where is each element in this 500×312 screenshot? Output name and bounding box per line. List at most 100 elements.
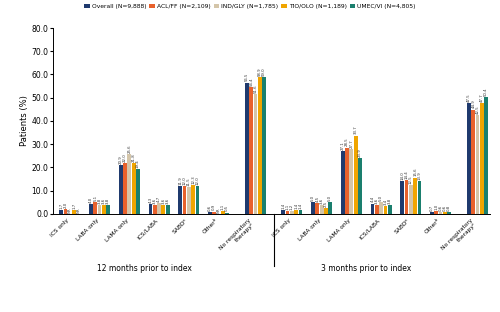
Bar — [370, 203, 374, 214]
Text: 5.0: 5.0 — [311, 195, 315, 201]
Bar — [187, 187, 190, 214]
Text: NR: NR — [76, 207, 80, 212]
Bar — [258, 77, 262, 214]
Text: 59.0: 59.0 — [262, 67, 266, 76]
Text: 1.7: 1.7 — [60, 202, 64, 209]
Bar — [311, 202, 315, 214]
Bar — [102, 205, 106, 214]
Bar — [341, 151, 344, 214]
Bar — [221, 211, 224, 214]
Text: 1.0: 1.0 — [434, 204, 438, 210]
Bar — [245, 83, 249, 214]
Bar — [64, 209, 68, 214]
Bar — [191, 185, 195, 214]
Text: LAMA only: LAMA only — [104, 218, 130, 243]
Bar — [153, 205, 156, 214]
Bar — [324, 208, 328, 214]
Text: 20.9: 20.9 — [118, 155, 122, 164]
Text: 0.8: 0.8 — [447, 204, 451, 211]
Bar — [254, 94, 258, 214]
Text: LAMA only: LAMA only — [326, 218, 351, 243]
Text: ICS/LABA: ICS/LABA — [136, 218, 159, 241]
Text: 28.5: 28.5 — [345, 138, 349, 146]
Text: SABDᵃ: SABDᵃ — [172, 218, 189, 235]
Text: 3.6: 3.6 — [166, 198, 170, 204]
Text: ICS/LABA: ICS/LABA — [358, 218, 381, 241]
Text: 15.6: 15.6 — [413, 168, 417, 176]
Text: 33.7: 33.7 — [354, 126, 358, 134]
Text: 1.4: 1.4 — [298, 203, 302, 209]
Text: 12.3: 12.3 — [191, 175, 195, 184]
Text: 14.0: 14.0 — [400, 171, 404, 180]
Text: 12.5: 12.5 — [409, 175, 413, 183]
Text: 47.5: 47.5 — [467, 94, 471, 102]
Text: 0.7: 0.7 — [430, 205, 434, 211]
Bar — [94, 202, 97, 214]
Text: 22.0: 22.0 — [123, 153, 127, 162]
Bar — [345, 148, 349, 214]
Bar — [162, 205, 166, 214]
Text: 4.4: 4.4 — [370, 196, 374, 202]
Text: 3.4: 3.4 — [384, 198, 388, 205]
Text: 0.9: 0.9 — [212, 204, 216, 211]
Text: 12.0: 12.0 — [182, 176, 186, 185]
Text: 27.1: 27.1 — [341, 141, 345, 150]
Text: LABA only: LABA only — [297, 218, 322, 242]
Text: 42.5: 42.5 — [476, 105, 480, 114]
Bar — [196, 186, 200, 214]
Bar — [320, 205, 324, 214]
Text: 12 months prior to index: 12 months prior to index — [97, 264, 192, 273]
Text: Otherᵇ: Otherᵇ — [424, 218, 440, 235]
Text: 0.6: 0.6 — [443, 205, 447, 211]
Text: 3.6: 3.6 — [153, 198, 157, 204]
Text: 4.5: 4.5 — [316, 196, 320, 202]
Text: NR: NR — [68, 207, 72, 212]
Text: 5.0: 5.0 — [379, 195, 383, 201]
Bar — [98, 205, 102, 214]
Text: 4.0: 4.0 — [89, 197, 93, 203]
Text: 14.4: 14.4 — [404, 170, 408, 179]
Bar — [148, 204, 152, 214]
Bar — [208, 212, 212, 214]
Text: 11.9: 11.9 — [178, 176, 182, 185]
Bar — [89, 204, 93, 214]
Bar — [384, 206, 388, 214]
Text: 25.6: 25.6 — [128, 145, 132, 153]
Bar — [157, 203, 161, 214]
Text: 4.7: 4.7 — [157, 195, 161, 202]
Text: 12.0: 12.0 — [196, 176, 200, 185]
Text: 13.9: 13.9 — [418, 172, 422, 180]
Bar — [409, 185, 413, 214]
Text: 44.9: 44.9 — [472, 100, 476, 108]
Text: 47.7: 47.7 — [480, 93, 484, 102]
Text: 23.9: 23.9 — [358, 148, 362, 157]
Bar — [106, 205, 110, 214]
Text: 1.4: 1.4 — [294, 203, 298, 209]
Text: 1.7: 1.7 — [72, 202, 76, 209]
Text: 2.5: 2.5 — [324, 201, 328, 207]
Bar — [128, 154, 131, 214]
Text: 3.6: 3.6 — [320, 198, 324, 204]
Text: ICS only: ICS only — [272, 218, 292, 238]
Text: 0.5: 0.5 — [225, 205, 229, 212]
Text: 51.6: 51.6 — [254, 84, 258, 93]
Bar — [316, 203, 319, 214]
Text: 5.1: 5.1 — [94, 195, 98, 201]
Bar — [132, 163, 136, 214]
Text: 5.0: 5.0 — [328, 195, 332, 201]
Bar — [354, 135, 358, 214]
Y-axis label: Patients (%): Patients (%) — [20, 95, 28, 146]
Text: NR: NR — [216, 207, 220, 212]
Bar — [480, 103, 484, 214]
Bar — [225, 212, 229, 214]
Bar — [286, 211, 290, 214]
Text: 21.8: 21.8 — [132, 153, 136, 162]
Text: 3.6: 3.6 — [102, 198, 106, 204]
Bar — [72, 210, 76, 214]
Bar — [388, 205, 392, 214]
Text: LABA only: LABA only — [75, 218, 100, 242]
Text: 11.5: 11.5 — [187, 177, 191, 186]
Bar — [282, 211, 285, 214]
Bar — [430, 212, 434, 214]
Text: 19.4: 19.4 — [136, 159, 140, 168]
